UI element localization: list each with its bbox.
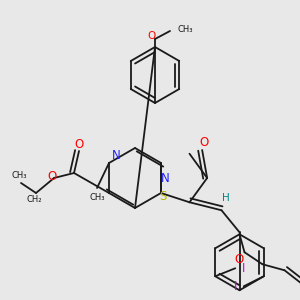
Text: O: O: [234, 253, 243, 266]
Text: H: H: [222, 193, 230, 203]
Text: I: I: [242, 262, 245, 275]
Text: CH₂: CH₂: [26, 196, 42, 205]
Text: I: I: [234, 280, 237, 293]
Text: N: N: [112, 149, 120, 162]
Text: CH₃: CH₃: [177, 25, 193, 34]
Text: N: N: [160, 172, 169, 184]
Text: O: O: [47, 169, 57, 182]
Text: S: S: [159, 190, 167, 203]
Text: O: O: [147, 31, 155, 41]
Text: CH₃: CH₃: [89, 194, 105, 202]
Text: CH₃: CH₃: [11, 170, 27, 179]
Text: O: O: [200, 136, 209, 149]
Text: O: O: [74, 137, 84, 151]
